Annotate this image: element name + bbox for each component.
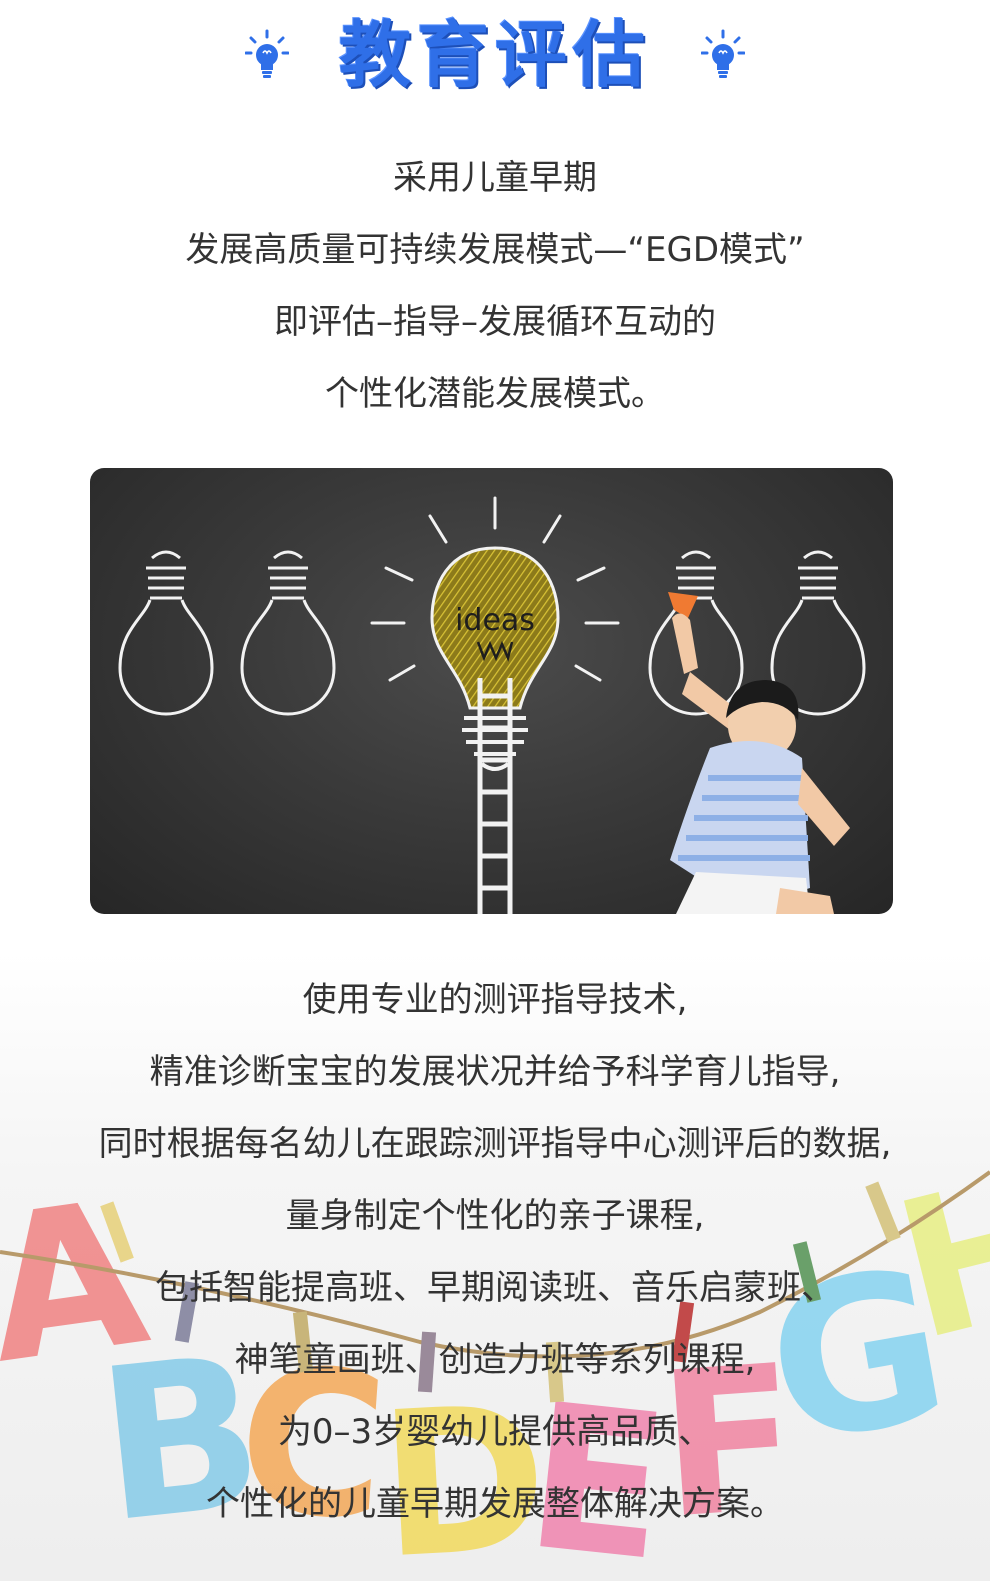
boy-photo [668, 592, 850, 914]
outline-bulbs [118, 550, 866, 716]
page-title: 教育评估 [338, 13, 651, 97]
header: 教育评估 [0, 10, 990, 100]
outro-text: 使用专业的测评指导技术, 精准诊断宝宝的发展状况并给予科学育儿指导, 同时根据每… [0, 964, 990, 1540]
letter-g-decoration: G [751, 1221, 963, 1492]
intro-text: 采用儿童早期 发展高质量可持续发展模式—“EGD模式” 即评估–指导–发展循环互… [0, 142, 990, 430]
ideas-bulb: ideas [430, 546, 560, 771]
chalkboard-image: ideas [90, 468, 893, 914]
outro-line: 同时根据每名幼儿在跟踪测评指导中心测评后的数据, [98, 1124, 892, 1164]
outro-line: 包括智能提高班、早期阅读班、音乐启蒙班、 [155, 1268, 835, 1308]
outro-line: 个性化的儿童早期发展整体解决方案。 [206, 1484, 784, 1524]
intro-line: 个性化潜能发展模式。 [325, 374, 665, 414]
ideas-label: ideas [455, 603, 535, 638]
letter-d-decoration: D [375, 1362, 553, 1581]
clothespins [100, 1181, 901, 1403]
intro-line: 采用儿童早期 [393, 158, 597, 198]
lightbulb-icon [244, 29, 289, 78]
alphabet-garland-image: A B C D E F G H [0, 952, 990, 1581]
bulb-rays [370, 496, 620, 682]
outro-line: 为0–3岁婴幼儿提供高品质、 [277, 1412, 713, 1452]
letter-f-decoration: F [653, 1322, 806, 1564]
outro-line: 神笔童画班、创造力班等系列课程, [234, 1340, 756, 1380]
alphabet-decoration: A B C D E F G H [0, 952, 990, 1581]
chalkboard-drawing: ideas [118, 496, 866, 914]
outro-line: 精准诊断宝宝的发展状况并给予科学育儿指导, [149, 1052, 841, 1092]
lightbulb-icon [701, 29, 745, 78]
letter-c-decoration: C [231, 1323, 394, 1566]
outro-line: 使用专业的测评指导技术, [302, 980, 688, 1020]
ladder [477, 678, 513, 914]
intro-line: 发展高质量可持续发展模式—“EGD模式” [185, 230, 805, 270]
letter-e-decoration: E [517, 1360, 677, 1581]
outro-line: 量身制定个性化的亲子课程, [285, 1196, 705, 1236]
letter-b-decoration: B [88, 1309, 273, 1569]
intro-line: 即评估–指导–发展循环互动的 [274, 302, 716, 342]
